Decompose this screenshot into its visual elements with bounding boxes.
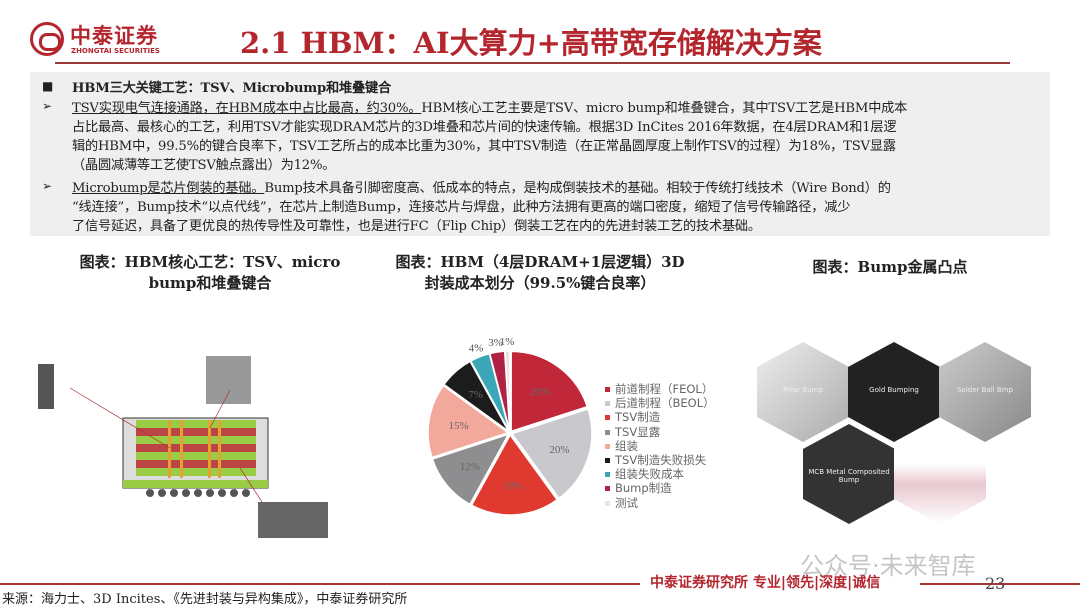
arrow-bullet-icon: ➢ [42,179,53,193]
bullet1-line3: 辑的HBM中，99.5%的键合良率下，TSV工艺所占的成本比重为30%，其中TS… [72,139,896,154]
gold-bumping-image: Gold Bumping [848,342,940,442]
footer-org: 中泰证券研究所 专业|领先|深度|诚信 [650,575,881,591]
legend-swatch-icon [605,429,610,435]
bullet2-line2: “线连接”，Bump技术“以点代线”，在芯片上制造Bump，连接芯片与焊盘，此种… [72,200,851,215]
pie-slice [427,384,510,459]
title-divider [55,62,1010,64]
pie-data-label: 20% [530,386,550,398]
source-note: 来源：海力士、3D Incites、《先进封装与异构集成》，中泰证券研究所 [2,592,408,607]
hex-label: Pillar Bump [783,386,823,394]
bullet2-lead: Microbump是芯片倒装的基础。 [72,181,265,196]
tsv-photo [38,364,54,409]
bullet1-line4: （晶圆减薄等工艺使TSV触点露出）为12%。 [72,158,336,173]
pie-legend: 前道制程（FEOL） 后道制程（BEOL） TSV制造 TSV显露 组装 TSV制造失败损… [605,381,715,510]
footer-divider [920,583,1080,585]
legend-item: 前道制程（FEOL） [605,381,715,396]
pie-data-label: 3% [488,337,503,349]
title-line: 封装成本划分（99.5%键合良率） [424,274,656,292]
solder-ball-bump-image: Solder Ball Bmp [939,342,1031,442]
legend-label: 前道制程（FEOL） [615,382,714,396]
legend-swatch-icon [605,401,610,407]
bullet1-text: HBM核心工艺主要是TSV、micro bump和堆叠键合，其中TSV工艺是HB… [421,101,908,116]
bullet1-line2: 占比最高、最核心的工艺，利用TSV才能实现DRAM芯片的3D堆叠和芯片间的快速传… [72,120,897,135]
mcb-metal-bump-image: MCB Metal Composited Bump [803,424,895,524]
bullet2-line3: 了信号延迟，具备了更优良的热传导性及可靠性，也是进行FC（Flip Chip）倒… [72,219,761,234]
pie-data-label: 18% [503,480,523,492]
legend-label: TSV制造 [615,410,661,425]
legend-swatch-icon [605,500,610,506]
pie-slice [510,350,589,433]
legend-label: 测试 [615,495,638,510]
legend-item: 后道制程（BEOL） [605,395,715,411]
hbm-stack-diagram [38,356,328,538]
bullet2-line1: Microbump是芯片倒装的基础。Bump技术具备引脚密度高、低成本的特点，是… [72,177,891,196]
microbump-photo [206,356,251,404]
hex-label: Gold Bumping [869,386,919,394]
legend-item: Bump制造 [605,480,715,496]
legend-label: 组装失败成本 [615,467,684,482]
pie-data-label: 15% [449,420,469,432]
page-title: 2.1 HBM：AI大算力+高带宽存储解决方案 [240,26,822,60]
logo-mark-icon [30,22,64,56]
bullet2-text: Bump技术具备引脚密度高、低成本的特点，是构成倒装技术的基础。相较于传统打线技… [264,181,891,196]
legend-swatch-icon [605,486,610,492]
logo-text-cn: 中泰证券 [70,24,158,48]
figure-right-title: 图表：Bump金属凸点 [812,258,968,276]
arrow-bullet-icon: ➢ [42,99,53,113]
legend-item: 组装失败成本 [605,466,715,482]
summary-heading: HBM三大关键工艺：TSV、Microbump和堆叠键合 [72,81,391,96]
legend-item: TSV制造 [605,409,715,425]
legend-swatch-icon [605,415,610,421]
legend-label: Bump制造 [615,481,672,496]
pie-slice [510,407,593,500]
legend-label: 后道制程（BEOL） [615,396,715,411]
title-line: 图表：HBM（4层DRAM+1层逻辑）3D [395,253,685,271]
pie-data-label: 4% [469,342,484,354]
pie-slice [431,432,511,506]
legend-swatch-icon [605,457,610,463]
pie-data-label: 20% [549,444,569,456]
title-line: 图表：HBM核心工艺：TSV、micro [79,253,341,271]
watermark: 公众号·未来智库 [800,552,976,580]
legend-item: TSV显露 [605,424,715,439]
logo-text-en: ZHONGTAI SECURITIES [71,47,160,55]
legend-swatch-icon [605,387,610,392]
company-logo: 中泰证券 ZHONGTAI SECURITIES [30,20,170,60]
hex-label: Solder Ball Bmp [957,386,1013,394]
figure-left-title: 图表：HBM核心工艺：TSV、micro bump和堆叠键合 [40,252,380,294]
die-stack [123,420,268,488]
figure-middle-title: 图表：HBM（4层DRAM+1层逻辑）3D 封装成本划分（99.5%键合良率） [370,252,710,294]
bullet1-line1: TSV实现电气连接通路，在HBM成本中占比最高，约30%。HBM核心工艺主要是T… [72,97,907,116]
cost-pie-chart: 20% 20% 18% 12% 15% 7% 4% 3%1% [427,336,593,516]
square-bullet-icon: ■ [42,79,54,93]
bullet1-lead: TSV实现电气连接通路，在HBM成本中占比最高，约30%。 [72,101,422,116]
bonding-photo [258,502,328,538]
legend-swatch-icon [605,472,610,478]
legend-item: 组装 [605,438,715,453]
legend-item: TSV制造失败损失 [605,452,715,467]
page-number: 23 [985,574,1006,593]
legend-label: 组装 [615,438,638,453]
title-line: bump和堆叠键合 [148,274,272,292]
summary-box [30,72,1050,236]
bump-schematic-image [894,424,986,524]
legend-swatch-icon [605,443,610,449]
hex-label: MCB Metal Composited Bump [808,468,890,484]
legend-label: TSV制造失败损失 [615,452,707,467]
footer-divider [0,583,640,585]
pie-data-label: 1% [500,336,515,348]
legend-item: 测试 [605,495,715,510]
pie-slice [504,350,511,432]
pie-slice [470,433,559,516]
legend-label: TSV显露 [615,424,661,439]
pie-data-label: 12% [460,461,480,473]
pie-data-label: 7% [468,389,483,401]
pillar-bump-image: Pillar Bump [757,342,849,442]
